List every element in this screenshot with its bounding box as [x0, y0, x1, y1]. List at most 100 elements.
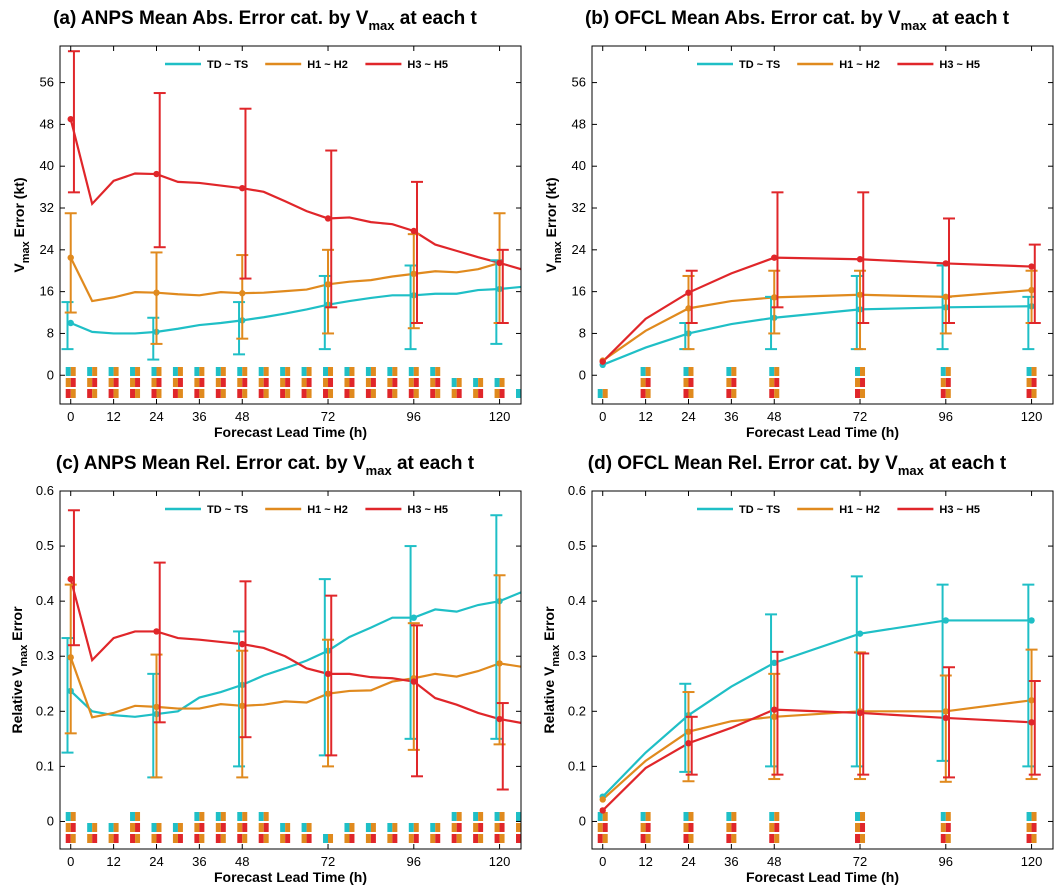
data-point: [67, 254, 74, 261]
category-marker: [855, 389, 861, 398]
x-axis-label: Forecast Lead Time (h): [214, 424, 367, 440]
category-marker-accent: [521, 812, 526, 821]
category-marker-accent: [70, 812, 76, 821]
category-marker: [451, 389, 457, 398]
x-tick-label: 24: [149, 854, 163, 869]
data-point: [685, 728, 692, 735]
title-label: (d) OFCL Mean Rel. Error cat. by: [588, 453, 885, 474]
y-tick-label: 0.3: [36, 648, 54, 663]
category-marker-accent: [113, 367, 119, 376]
x-tick-label: 24: [149, 409, 163, 424]
ylabel-tail: Error: [541, 606, 557, 645]
x-tick-label: 96: [939, 854, 953, 869]
y-tick-label: 32: [572, 200, 586, 215]
category-marker: [387, 834, 393, 843]
data-point: [410, 678, 417, 685]
legend-label: H1 ~ H2: [839, 59, 880, 71]
y-tick-label: 0.5: [568, 538, 586, 553]
category-marker-accent: [370, 834, 376, 843]
category-marker-accent: [731, 834, 737, 843]
category-marker: [940, 367, 946, 376]
series-line-H1H2: [69, 257, 500, 303]
x-tick-label: 120: [1021, 854, 1043, 869]
x-tick-label: 96: [939, 409, 953, 424]
category-marker-accent: [774, 389, 780, 398]
panel-title: (a) ANPS Mean Abs. Error cat. by Vmax at…: [53, 8, 477, 33]
category-marker-accent: [392, 367, 398, 376]
category-marker: [516, 823, 521, 832]
title-v: V: [353, 453, 366, 474]
ylabel-v: V: [543, 263, 559, 273]
category-marker: [430, 367, 436, 376]
data-point: [942, 260, 949, 267]
category-marker: [408, 378, 414, 387]
category-marker: [365, 389, 371, 398]
y-tick-label: 0.2: [568, 703, 586, 718]
category-marker-accent: [413, 834, 419, 843]
series-line-TDTS: [69, 591, 521, 718]
data-point: [324, 215, 332, 222]
category-marker-accent: [645, 823, 651, 832]
category-marker-accent: [688, 378, 694, 387]
category-marker: [494, 389, 500, 398]
category-marker: [1026, 823, 1032, 832]
category-marker-accent: [263, 834, 269, 843]
category-marker: [597, 834, 603, 843]
category-marker: [855, 367, 861, 376]
series-line-H3H5: [601, 256, 1032, 363]
series-line-H1H2: [601, 699, 1032, 801]
category-marker: [258, 367, 264, 376]
category-marker-accent: [328, 834, 334, 843]
category-marker-accent: [688, 367, 694, 376]
x-tick-label: 36: [724, 854, 738, 869]
category-marker: [215, 823, 221, 832]
x-tick-label: 120: [489, 854, 511, 869]
category-marker: [597, 823, 603, 832]
category-marker-accent: [413, 389, 419, 398]
y-tick-label: 0.5: [36, 538, 54, 553]
category-marker-accent: [220, 823, 226, 832]
category-marker: [365, 834, 371, 843]
category-marker: [683, 389, 689, 398]
category-marker: [769, 812, 775, 821]
category-marker-accent: [499, 823, 505, 832]
category-marker-accent: [456, 812, 462, 821]
category-marker: [473, 823, 479, 832]
category-marker-accent: [220, 812, 226, 821]
legend-label: H3 ~ H5: [407, 59, 448, 71]
category-marker: [494, 823, 500, 832]
category-marker-accent: [156, 834, 162, 843]
category-marker-accent: [774, 823, 780, 832]
category-marker-accent: [688, 834, 694, 843]
legend-label: TD ~ TS: [739, 59, 780, 71]
plot-frame: [591, 45, 1054, 405]
ylabel-sub: max: [550, 644, 562, 667]
category-marker-accent: [263, 389, 269, 398]
y-tick-label: 0: [579, 367, 586, 382]
category-marker-accent: [349, 367, 355, 376]
category-marker-accent: [521, 834, 526, 843]
category-marker: [237, 823, 243, 832]
category-marker: [215, 389, 221, 398]
y-tick-label: 40: [572, 158, 586, 173]
data-point: [153, 289, 160, 296]
category-marker: [87, 367, 93, 376]
category-marker: [151, 834, 157, 843]
y-tick-label: 0: [47, 813, 54, 828]
category-marker-accent: [731, 367, 737, 376]
x-tick-label: 0: [67, 409, 74, 424]
category-marker-accent: [242, 823, 248, 832]
legend-label: H3 ~ H5: [939, 59, 980, 71]
category-marker-accent: [499, 389, 505, 398]
category-marker: [408, 389, 414, 398]
title-label: (b) OFCL Mean Abs. Error cat. by: [585, 8, 888, 29]
category-marker-accent: [688, 812, 694, 821]
y-tick-label: 0.4: [36, 593, 54, 608]
x-tick-label: 72: [853, 854, 867, 869]
category-marker: [194, 367, 200, 376]
category-marker: [387, 367, 393, 376]
category-marker: [387, 823, 393, 832]
y-tick-label: 0.6: [568, 483, 586, 498]
category-marker: [344, 823, 350, 832]
title-v: V: [356, 8, 369, 29]
